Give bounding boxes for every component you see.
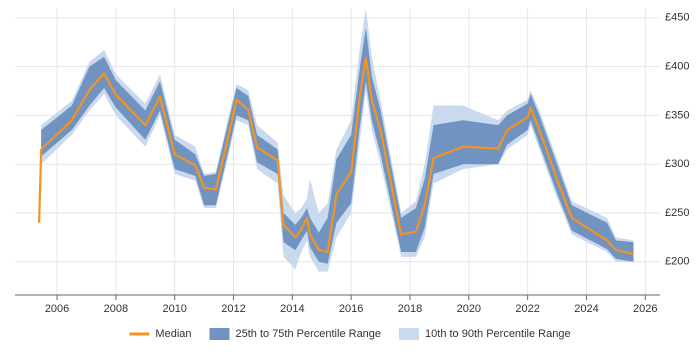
x-tick-label: 2010 <box>162 303 186 315</box>
x-tick-label: 2014 <box>280 303 304 315</box>
x-tick-label: 2020 <box>457 303 481 315</box>
y-tick-label: £450 <box>665 12 689 24</box>
median-line <box>38 56 634 256</box>
x-tick-label: 2016 <box>339 303 363 315</box>
y-tick-label: £200 <box>665 256 689 268</box>
x-tick-label: 2018 <box>398 303 422 315</box>
percentile-band <box>41 27 634 264</box>
legend-swatch <box>399 328 420 340</box>
x-tick-label: 2024 <box>574 303 598 315</box>
x-tick-label: 2022 <box>515 303 539 315</box>
y-tick-label: £300 <box>665 158 689 170</box>
legend-label: 10th to 90th Percentile Range <box>425 328 571 340</box>
legend-label: 25th to 75th Percentile Range <box>235 328 381 340</box>
y-tick-label: £350 <box>665 109 689 121</box>
legend-label: Median <box>155 328 191 340</box>
x-tick-label: 2006 <box>45 303 69 315</box>
legend: Median 25th to 75th Percentile Range 10th … <box>129 328 571 340</box>
x-tick-label: 2026 <box>633 303 657 315</box>
x-tick-label: 2012 <box>221 303 245 315</box>
x-tick-label: 2008 <box>104 303 128 315</box>
legend-swatch <box>209 328 230 340</box>
y-tick-label: £400 <box>665 60 689 72</box>
y-tick-label: £250 <box>665 207 689 219</box>
